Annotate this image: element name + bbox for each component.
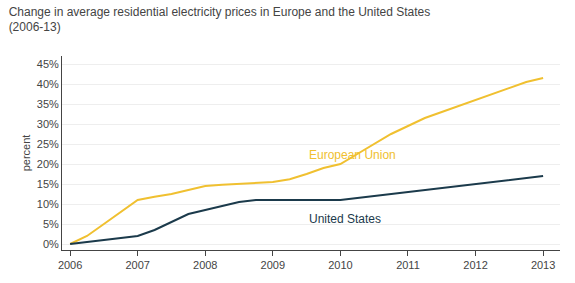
svg-text:2010: 2010 (328, 259, 352, 271)
svg-text:percent: percent (20, 135, 32, 172)
svg-text:0%: 0% (43, 238, 59, 250)
svg-text:20%: 20% (37, 158, 59, 170)
svg-text:2012: 2012 (463, 259, 487, 271)
svg-text:Change in average residential: Change in average residential electricit… (9, 5, 431, 35)
svg-text:45%: 45% (37, 58, 59, 70)
svg-text:2011: 2011 (396, 259, 420, 271)
svg-text:2013: 2013 (531, 259, 555, 271)
svg-text:10%: 10% (37, 198, 59, 210)
svg-text:5%: 5% (43, 218, 59, 230)
svg-text:15%: 15% (37, 178, 59, 190)
svg-text:2008: 2008 (193, 259, 217, 271)
svg-text:40%: 40% (37, 78, 59, 90)
svg-text:2006: 2006 (58, 259, 82, 271)
svg-text:2009: 2009 (261, 259, 285, 271)
svg-text:35%: 35% (37, 98, 59, 110)
svg-text:25%: 25% (37, 138, 59, 150)
svg-text:2007: 2007 (125, 259, 149, 271)
svg-text:30%: 30% (37, 118, 59, 130)
svg-text:United States: United States (309, 212, 381, 226)
svg-text:European Union: European Union (309, 148, 396, 162)
